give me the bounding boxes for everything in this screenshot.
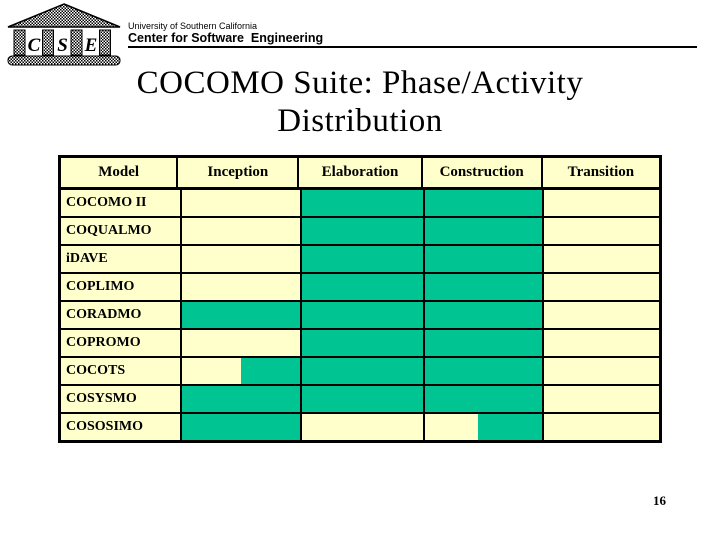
model-label: iDAVE	[61, 246, 183, 272]
phase-cell	[544, 218, 659, 244]
phase-cell	[182, 414, 303, 440]
phase-cell	[544, 358, 659, 384]
phase-coverage-bar	[302, 302, 423, 328]
phase-coverage-bar	[302, 190, 423, 216]
model-label: COSYSMO	[61, 386, 183, 412]
phase-coverage-bar	[424, 386, 542, 412]
logo-letter-s: S	[57, 35, 68, 56]
cse-temple-logo: C S E	[7, 3, 121, 66]
phase-cell	[424, 386, 544, 412]
phase-cell	[182, 330, 303, 356]
phase-cell	[182, 190, 303, 216]
slide-title-line1: COCOMO Suite: Phase/Activity	[136, 65, 584, 101]
model-label: COPLIMO	[61, 274, 183, 300]
model-label: COCOTS	[61, 358, 183, 384]
phase-cell	[424, 246, 544, 272]
letterhead-rule	[128, 46, 697, 48]
table-row: COCOMO II	[61, 190, 659, 218]
table-row: iDAVE	[61, 246, 659, 274]
phase-coverage-bar	[182, 386, 301, 412]
phase-cell	[302, 274, 425, 300]
temple-base-icon	[7, 55, 121, 66]
column-header: Inception	[178, 158, 300, 187]
phase-cell	[424, 330, 544, 356]
organization-name: University of Southern California	[128, 21, 258, 31]
phase-coverage-bar	[302, 330, 423, 356]
temple-pillars-icon	[13, 29, 111, 56]
table-row: COSOSIMO	[61, 414, 659, 440]
table-row: COSYSMO	[61, 386, 659, 414]
table-row: COPROMO	[61, 330, 659, 358]
column-header: Transition	[567, 164, 635, 180]
logo-letter-e: E	[84, 35, 98, 56]
phase-cell	[302, 330, 425, 356]
phase-cell	[544, 274, 659, 300]
phase-cell	[302, 302, 425, 328]
phase-cell	[424, 274, 544, 300]
table-row: COPLIMO	[61, 274, 659, 302]
logo-letter-c: C	[28, 35, 41, 56]
table-row: CORADMO	[61, 302, 659, 330]
temple-roof-icon	[7, 3, 121, 28]
phase-cell	[544, 414, 659, 440]
slide-title: COCOMO Suite: Phase/Activity Distributio…	[0, 64, 720, 140]
phase-coverage-bar	[302, 358, 423, 384]
phase-cell	[424, 218, 544, 244]
department-name: Center for Software Engineering	[128, 31, 324, 45]
phase-coverage-bar	[241, 358, 301, 384]
phase-cell	[182, 386, 303, 412]
phase-distribution-table: Model Inception Elaboration Construction Tra…	[58, 155, 662, 443]
phase-coverage-bar	[424, 302, 542, 328]
table-header-row: Model Inception Elaboration Construction Tra…	[61, 158, 659, 190]
phase-cell	[302, 414, 425, 440]
column-header: Construction	[423, 158, 543, 187]
phase-cell	[182, 358, 303, 384]
phase-coverage-bar	[302, 218, 423, 244]
phase-cell	[302, 246, 425, 272]
phase-cell	[302, 218, 425, 244]
phase-coverage-bar	[302, 246, 423, 272]
model-label: CORADMO	[61, 302, 183, 328]
phase-cell	[424, 302, 544, 328]
phase-coverage-bar	[424, 358, 542, 384]
phase-cell	[544, 190, 659, 216]
phase-cell	[182, 246, 303, 272]
phase-coverage-bar	[424, 330, 542, 356]
model-label: COQUALMO	[61, 218, 183, 244]
phase-coverage-bar	[302, 386, 423, 412]
phase-coverage-bar	[424, 218, 542, 244]
phase-coverage-bar	[182, 414, 301, 440]
letterhead: University of Southern California Center…	[128, 21, 323, 45]
phase-cell	[302, 190, 425, 216]
phase-coverage-bar	[182, 302, 301, 328]
page-number: 16	[653, 493, 666, 508]
slide-title-line2: Distribution	[277, 103, 443, 139]
phase-cell	[425, 414, 544, 440]
phase-coverage-bar	[478, 414, 542, 440]
phase-coverage-bar	[424, 274, 542, 300]
phase-cell	[182, 218, 303, 244]
column-header: Model	[61, 158, 179, 187]
phase-cell	[424, 358, 544, 384]
model-label: COCOMO II	[61, 190, 183, 216]
phase-cell	[302, 386, 425, 412]
phase-cell	[544, 330, 659, 356]
phase-cell	[424, 190, 544, 216]
phase-cell	[544, 246, 659, 272]
phase-cell	[544, 302, 659, 328]
phase-coverage-bar	[302, 274, 423, 300]
model-label: COPROMO	[61, 330, 183, 356]
phase-cell	[182, 274, 303, 300]
phase-coverage-bar	[424, 190, 542, 216]
model-label: COSOSIMO	[61, 414, 183, 440]
table-row: COQUALMO	[61, 218, 659, 246]
table-row: COCOTS	[61, 358, 659, 386]
phase-cell	[302, 358, 425, 384]
phase-cell	[182, 302, 303, 328]
column-header: Elaboration	[299, 158, 423, 187]
phase-coverage-bar	[424, 246, 542, 272]
phase-cell	[544, 386, 659, 412]
